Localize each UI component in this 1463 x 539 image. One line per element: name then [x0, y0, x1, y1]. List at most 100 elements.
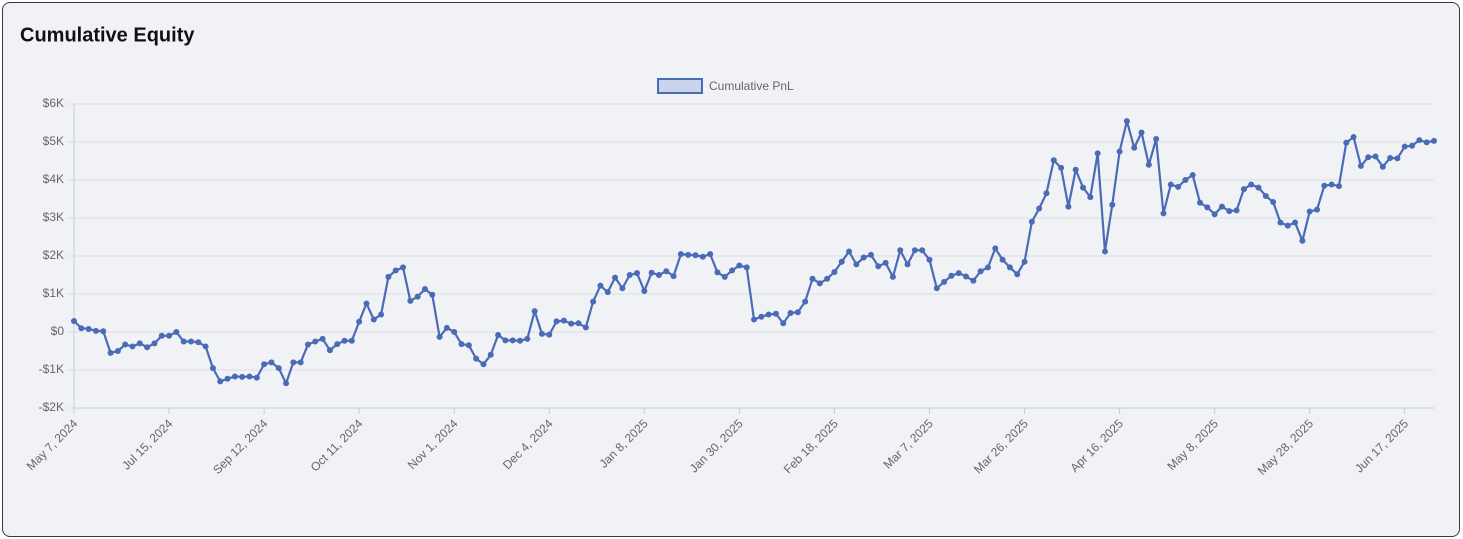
- data-point: [992, 245, 999, 252]
- x-tick-label: Oct 11, 2024: [308, 416, 366, 474]
- data-point: [641, 287, 648, 294]
- data-point: [246, 373, 253, 380]
- data-point: [560, 317, 567, 324]
- data-point: [911, 247, 918, 254]
- data-point: [1072, 166, 1079, 173]
- data-point: [1211, 211, 1218, 218]
- y-tick-label: $5K: [43, 134, 64, 148]
- data-point: [816, 280, 823, 287]
- y-tick-label: $3K: [43, 210, 64, 224]
- data-point: [1328, 181, 1335, 188]
- data-point: [429, 291, 436, 298]
- data-point: [180, 338, 187, 345]
- data-point: [385, 273, 392, 280]
- data-point: [1401, 143, 1408, 150]
- data-point: [582, 324, 589, 331]
- data-point: [882, 259, 889, 266]
- data-point: [348, 337, 355, 344]
- data-point: [729, 267, 736, 274]
- x-tick-label: May 28, 2025: [1255, 416, 1317, 478]
- data-point: [465, 342, 472, 349]
- data-point: [604, 289, 611, 296]
- y-tick-label: -$2K: [39, 400, 64, 414]
- data-point: [122, 341, 129, 348]
- data-point: [524, 335, 531, 342]
- data-point: [1218, 203, 1225, 210]
- data-point: [114, 348, 121, 354]
- data-point: [487, 351, 494, 358]
- data-point: [546, 331, 553, 338]
- data-point: [297, 359, 304, 366]
- y-tick-label: $6K: [43, 96, 64, 110]
- data-point: [312, 338, 319, 345]
- data-point: [78, 325, 85, 332]
- y-tick-label: $2K: [43, 248, 64, 262]
- data-point: [166, 332, 173, 339]
- data-point: [451, 329, 458, 335]
- data-point: [1028, 218, 1035, 225]
- data-point: [1101, 248, 1108, 255]
- data-point: [685, 251, 692, 258]
- data-point: [977, 268, 984, 275]
- x-tick-label: Mar 26, 2025: [971, 416, 1031, 476]
- data-point: [392, 267, 399, 274]
- chart-title: Cumulative Equity: [20, 24, 195, 46]
- data-point: [261, 361, 268, 368]
- data-point: [1226, 208, 1233, 215]
- data-point: [1409, 142, 1416, 149]
- data-point: [517, 337, 524, 344]
- x-tick-label: Jul 15, 2024: [119, 416, 175, 472]
- data-point: [802, 298, 809, 305]
- data-point: [1087, 194, 1094, 201]
- data-point: [1292, 219, 1299, 226]
- data-point: [948, 272, 955, 279]
- data-point: [363, 300, 370, 307]
- x-tick-label: Jan 8, 2025: [596, 416, 650, 470]
- data-point: [941, 278, 948, 285]
- data-point: [1065, 203, 1072, 210]
- y-tick-label: $0: [51, 324, 65, 338]
- data-point: [707, 251, 714, 258]
- data-point: [568, 320, 575, 327]
- data-point: [1284, 222, 1291, 229]
- data-point: [794, 309, 801, 316]
- data-point: [919, 247, 926, 254]
- x-tick-label: Jun 17, 2025: [1352, 416, 1411, 475]
- data-point: [1131, 144, 1138, 151]
- data-point: [1167, 181, 1174, 188]
- data-point: [619, 285, 626, 292]
- data-point: [904, 261, 911, 268]
- data-point: [107, 349, 114, 356]
- data-point: [743, 264, 750, 271]
- data-point: [458, 341, 465, 348]
- x-tick-label: Nov 1, 2024: [405, 416, 461, 472]
- data-point: [699, 253, 706, 260]
- data-point: [926, 256, 933, 263]
- data-point: [597, 282, 604, 289]
- y-tick-label: $4K: [43, 172, 64, 186]
- data-point: [334, 341, 341, 348]
- data-point: [575, 320, 582, 327]
- data-point: [1423, 139, 1430, 146]
- data-point: [209, 365, 216, 372]
- data-point: [1014, 271, 1021, 278]
- data-point: [407, 297, 414, 304]
- data-point: [224, 375, 231, 382]
- data-point: [341, 337, 348, 344]
- x-tick-label: May 7, 2024: [24, 416, 81, 473]
- data-point: [655, 272, 662, 278]
- data-point: [846, 248, 853, 255]
- y-tick-label: $1K: [43, 286, 64, 300]
- data-point: [831, 268, 838, 275]
- data-point: [1270, 199, 1277, 206]
- data-point: [867, 251, 874, 258]
- data-point: [1138, 129, 1145, 136]
- data-point: [1372, 153, 1379, 160]
- data-point: [670, 273, 677, 280]
- data-point: [370, 316, 377, 323]
- data-point: [1321, 182, 1328, 189]
- data-point: [721, 273, 728, 280]
- data-point: [1006, 264, 1013, 271]
- data-point: [933, 285, 940, 292]
- x-tick-label: Dec 4, 2024: [500, 416, 556, 472]
